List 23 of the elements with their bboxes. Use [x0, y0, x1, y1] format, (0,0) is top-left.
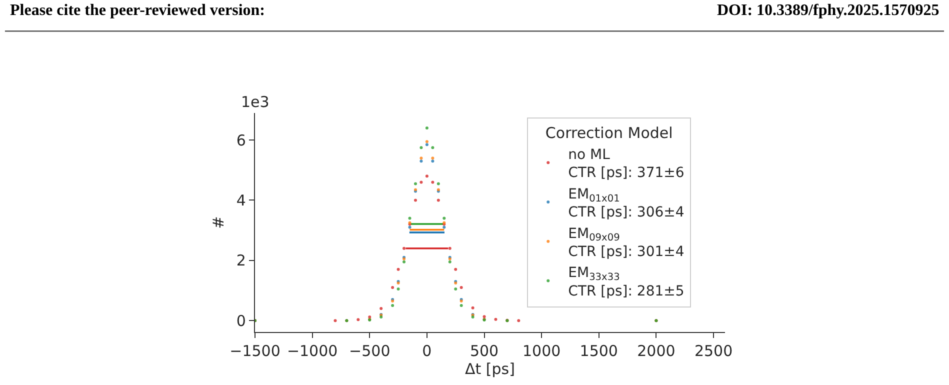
x-tick-label: 2500	[694, 342, 733, 360]
legend-title: Correction Model	[545, 124, 673, 142]
x-tick-label: 1500	[580, 342, 618, 360]
text: 1e3	[241, 93, 270, 111]
x-tick-label: −1500	[230, 342, 280, 360]
y-tick-label: 4	[236, 191, 246, 210]
text: Please cite the peer-reviewed version:	[10, 2, 266, 19]
x-axis-title: Δt [ps]	[465, 360, 515, 378]
x-tick-label: 1000	[522, 342, 561, 360]
text: DOI: 10.3389/fphy.2025.1570925	[717, 2, 940, 19]
y-tick-label: 2	[236, 252, 246, 270]
x-tick-label: 500	[470, 342, 499, 360]
x-tick-label: 2000	[637, 342, 676, 360]
x-tick-label: −500	[349, 342, 390, 360]
y-axis-title: #	[210, 216, 228, 229]
legend-label: EM$_{09x09}$ CTR [ps]: 301±4	[568, 226, 684, 260]
y-tick-label: 6	[236, 131, 246, 150]
x-tick-label: 0	[422, 342, 432, 360]
legend-label: EM$_{33x33}$ CTR [ps]: 281±5	[568, 265, 684, 300]
legend-label: no ML CTR [ps]: 371±6	[568, 146, 684, 182]
legend-label: EM$_{01x01}$ CTR [ps]: 306±4	[568, 186, 684, 221]
y-tick-label: 0	[236, 312, 246, 330]
x-tick-label: −1000	[286, 342, 338, 360]
